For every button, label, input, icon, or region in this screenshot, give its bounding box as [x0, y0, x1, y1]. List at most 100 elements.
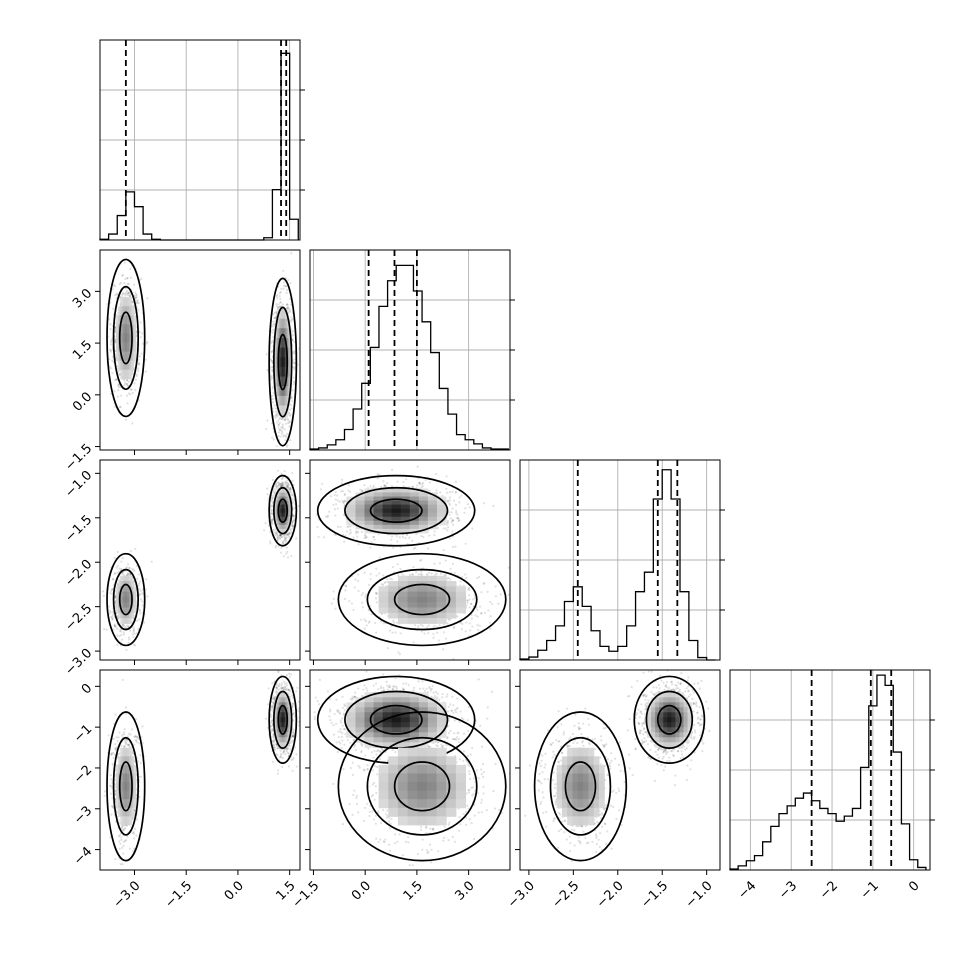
scatter-point — [285, 536, 288, 539]
scatter-point — [272, 494, 275, 498]
scatter-point — [119, 281, 123, 285]
scatter-point — [138, 580, 142, 583]
density-cell — [278, 488, 281, 493]
scatter-point — [279, 428, 282, 431]
density-cell — [280, 512, 283, 518]
scatter-point — [278, 417, 281, 420]
scatter-point — [448, 496, 451, 499]
scatter-point — [135, 302, 138, 305]
scatter-point — [116, 634, 119, 637]
scatter-point — [343, 493, 346, 497]
scatter-point — [286, 550, 289, 554]
scatter-point — [108, 358, 111, 361]
scatter-point — [289, 420, 292, 423]
scatter-point — [304, 506, 306, 508]
scatter-point — [137, 302, 140, 305]
scatter-point — [274, 407, 277, 410]
density-cell — [131, 315, 134, 325]
scatter-point — [127, 380, 131, 383]
scatter-point — [293, 351, 296, 355]
scatter-point — [271, 518, 274, 522]
scatter-point — [138, 355, 141, 358]
density-cell — [280, 337, 283, 349]
density-cell — [120, 602, 124, 608]
scatter-point — [110, 340, 113, 343]
density-cell — [288, 328, 291, 339]
scatter-point — [121, 572, 124, 575]
density-cell — [122, 607, 126, 614]
scatter-point — [292, 525, 295, 528]
density-cell — [283, 500, 286, 506]
density-cell — [277, 500, 280, 506]
density-cell — [274, 366, 277, 378]
density-cell — [122, 591, 126, 598]
scatter-point — [127, 572, 130, 575]
density-cell — [116, 596, 119, 603]
scatter-point — [128, 636, 131, 639]
scatter-point — [278, 292, 281, 295]
scatter-point — [283, 419, 286, 422]
density-cell — [286, 520, 289, 526]
scatter-point — [133, 583, 136, 586]
scatter-point — [272, 491, 275, 494]
density-cell — [286, 376, 289, 387]
scatter-point — [272, 528, 275, 532]
density-cell — [288, 500, 291, 506]
scatter-point — [285, 445, 288, 448]
density-cell — [133, 342, 137, 353]
density-cell — [133, 324, 137, 334]
scatter-point — [128, 294, 131, 297]
density-cell — [122, 315, 126, 325]
scatter-point — [116, 643, 119, 647]
scatter-point — [114, 462, 116, 464]
scatter-point — [287, 535, 290, 538]
scatter-point — [284, 439, 287, 442]
density-cell — [286, 386, 289, 397]
scatter-point — [274, 492, 277, 495]
scatter-point — [276, 485, 279, 488]
contour-line — [268, 277, 298, 447]
scatter-point — [114, 328, 117, 331]
scatter-point — [327, 514, 330, 517]
scatter-point — [111, 614, 114, 617]
scatter-point — [270, 341, 273, 344]
density-cell — [280, 528, 283, 534]
density-cell — [116, 324, 119, 334]
scatter-point — [270, 360, 273, 363]
scatter-point — [271, 522, 274, 526]
density-cell — [274, 347, 277, 358]
scatter-point — [280, 536, 283, 539]
scatter-point — [286, 417, 289, 420]
scatter-point — [288, 307, 291, 311]
scatter-point — [297, 504, 300, 507]
scatter-point — [138, 618, 141, 621]
scatter-point — [141, 588, 144, 591]
density-cell — [286, 337, 289, 349]
scatter-point — [118, 634, 121, 638]
scatter-point — [273, 490, 276, 493]
scatter-point — [286, 484, 289, 488]
scatter-point — [271, 478, 274, 481]
scatter-point — [139, 598, 143, 601]
scatter-point — [277, 536, 280, 539]
scatter-point — [286, 533, 289, 536]
scatter-point — [114, 294, 117, 297]
density-cell — [126, 360, 130, 371]
scatter-point — [281, 481, 284, 484]
scatter-point — [354, 530, 358, 533]
scatter-point — [288, 490, 291, 493]
density-cell — [283, 524, 286, 530]
scatter-point — [272, 323, 275, 326]
scatter-point — [125, 383, 128, 386]
scatter-point — [333, 508, 337, 511]
scatter-panel — [95, 249, 301, 464]
scatter-point — [284, 416, 287, 419]
scatter-point — [141, 592, 144, 595]
scatter-point — [272, 438, 275, 441]
density-cell — [122, 581, 126, 587]
scatter-point — [132, 629, 135, 632]
scatter-point — [289, 487, 292, 491]
scatter-point — [280, 485, 283, 488]
scatter-point — [451, 530, 454, 533]
density-cell — [283, 520, 286, 526]
